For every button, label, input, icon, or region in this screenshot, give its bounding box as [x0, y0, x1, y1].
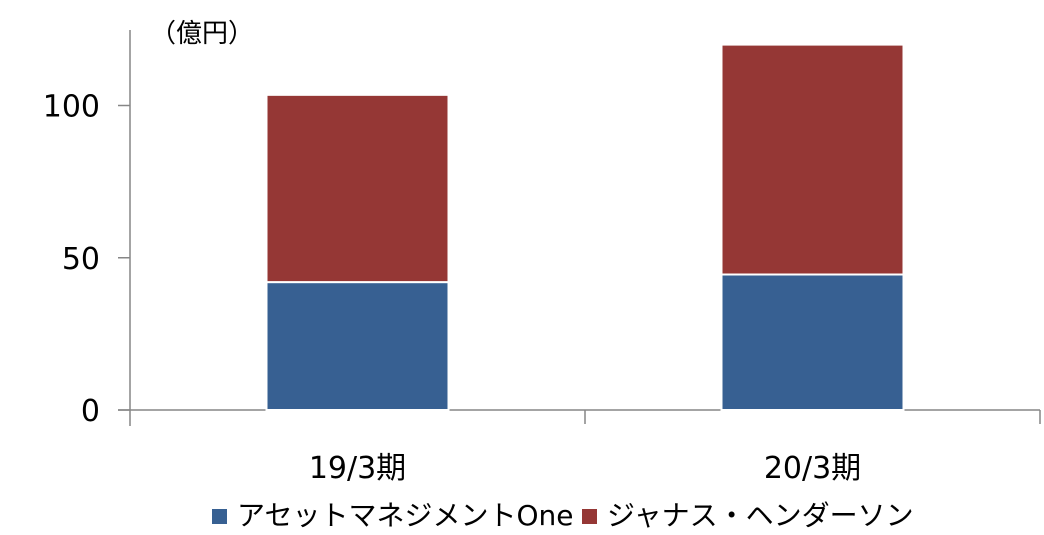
- legend-swatch: [582, 509, 597, 524]
- y-axis-ticks: 0 50 100: [43, 90, 130, 429]
- legend-item-asset-management-one: アセットマネジメントOne: [212, 499, 573, 532]
- bar-segment-asset-management-one: [265, 281, 450, 411]
- x-tick-label: 20/3期: [764, 451, 861, 486]
- bar-segment-janus-henderson: [720, 43, 905, 276]
- legend: アセットマネジメントOne ジャナス・ヘンダーソン: [212, 499, 914, 532]
- legend-item-janus-henderson: ジャナス・ヘンダーソン: [582, 499, 914, 532]
- bar-marks: [265, 43, 905, 411]
- legend-swatch: [212, 509, 227, 524]
- x-tick-label: 19/3期: [309, 451, 406, 486]
- bar-segment-asset-management-one: [720, 273, 905, 411]
- x-axis-ticks: 19/3期 20/3期: [309, 410, 1041, 486]
- y-tick-label: 50: [62, 242, 100, 277]
- y-tick-label: 100: [43, 90, 100, 125]
- y-axis-unit-label: （億円）: [150, 19, 254, 49]
- bar-segment-janus-henderson: [265, 93, 450, 284]
- legend-label: ジャナス・ヘンダーソン: [607, 499, 914, 532]
- y-tick-label: 0: [81, 394, 100, 429]
- legend-label: アセットマネジメントOne: [237, 499, 573, 532]
